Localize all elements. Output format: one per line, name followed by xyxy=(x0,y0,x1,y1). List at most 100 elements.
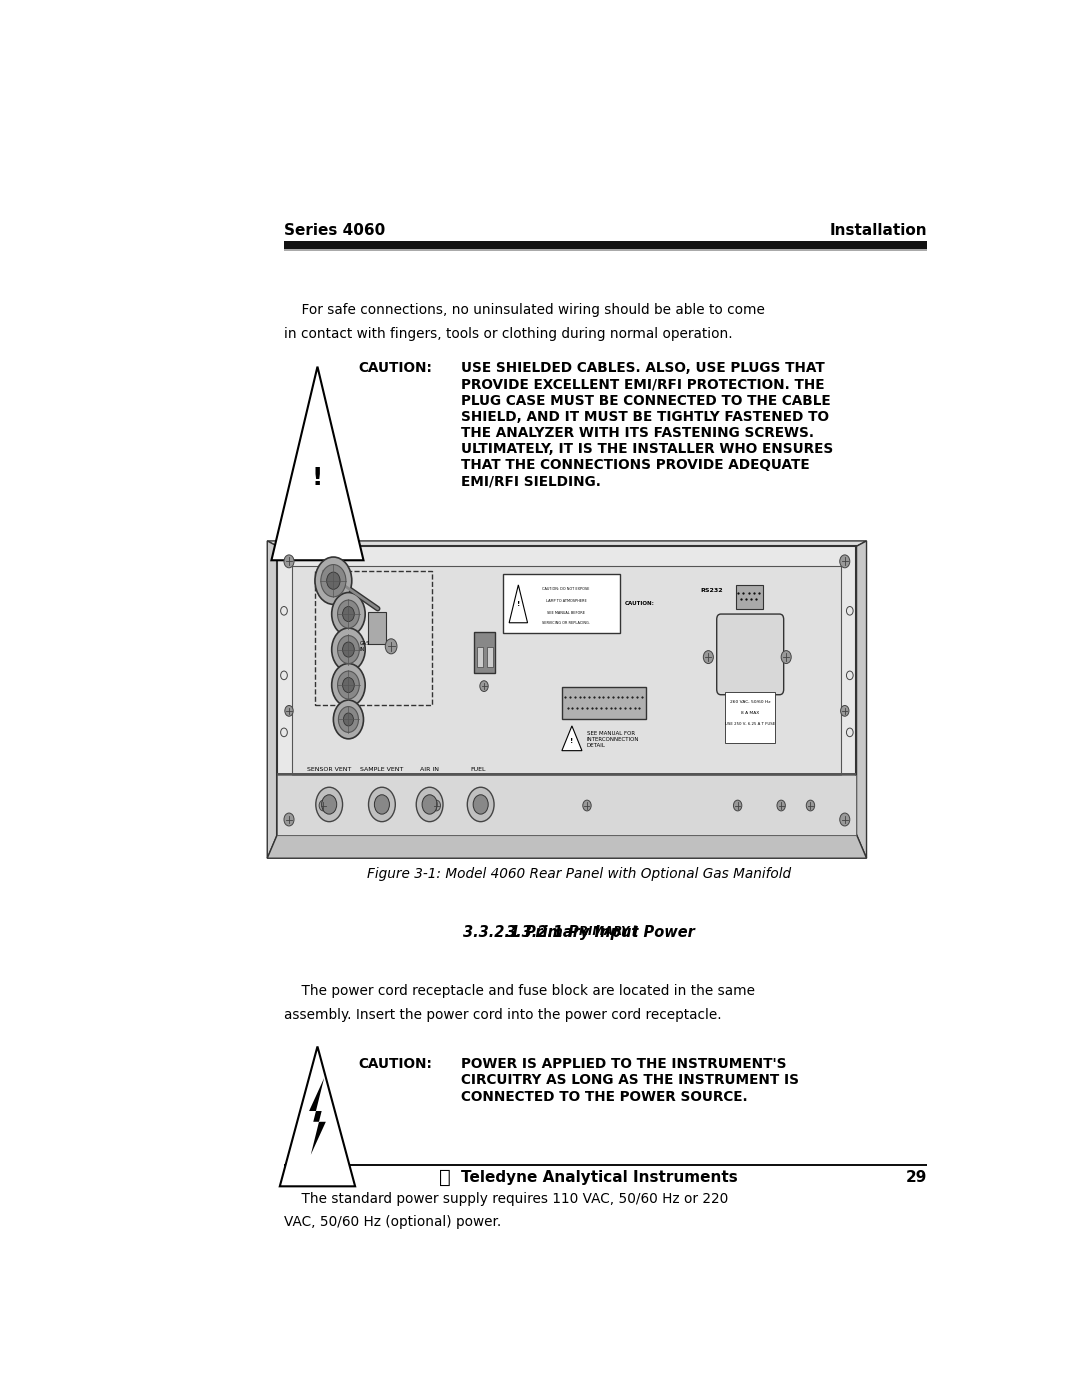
Text: CAUTION:: CAUTION: xyxy=(359,1058,432,1071)
Circle shape xyxy=(338,636,360,664)
Circle shape xyxy=(781,651,792,664)
Bar xyxy=(474,633,495,673)
Circle shape xyxy=(777,800,785,810)
Text: ⮦: ⮦ xyxy=(438,1168,450,1187)
Circle shape xyxy=(840,813,850,826)
Text: SERVICING OR REPLACING.: SERVICING OR REPLACING. xyxy=(542,620,590,624)
Text: AIR IN: AIR IN xyxy=(420,767,440,773)
Circle shape xyxy=(840,705,849,717)
Text: 29: 29 xyxy=(905,1171,927,1185)
Text: !: ! xyxy=(516,601,519,606)
Circle shape xyxy=(840,555,850,567)
Circle shape xyxy=(332,592,365,636)
Circle shape xyxy=(386,638,397,654)
Text: !: ! xyxy=(570,738,573,745)
Bar xyxy=(735,585,762,609)
Circle shape xyxy=(321,564,346,597)
Bar xyxy=(562,687,646,719)
Bar xyxy=(503,574,620,633)
Text: RS232: RS232 xyxy=(700,588,723,592)
Bar xyxy=(278,775,856,834)
Circle shape xyxy=(326,573,340,590)
Polygon shape xyxy=(309,1078,326,1155)
Text: SEE MANUAL BEFORE: SEE MANUAL BEFORE xyxy=(548,610,585,615)
Text: Series 4060: Series 4060 xyxy=(284,222,386,237)
Text: The standard power supply requires 110 VAC, 50/60 Hz or 220: The standard power supply requires 110 V… xyxy=(284,1192,728,1206)
Circle shape xyxy=(733,800,742,810)
Text: RIMARY I: RIMARY I xyxy=(579,925,637,937)
Text: 3.3.2.1 Primary Input Power: 3.3.2.1 Primary Input Power xyxy=(462,925,694,940)
Bar xyxy=(367,612,387,644)
Text: CAUTION: DO NOT EXPOSE: CAUTION: DO NOT EXPOSE xyxy=(542,587,590,591)
Bar xyxy=(284,1164,927,1166)
Circle shape xyxy=(583,800,591,810)
Circle shape xyxy=(338,671,360,698)
Circle shape xyxy=(322,795,337,814)
Circle shape xyxy=(320,800,327,810)
Circle shape xyxy=(284,813,294,826)
Circle shape xyxy=(342,606,354,622)
Text: POWER IS APPLIED TO THE INSTRUMENT'S
CIRCUITRY AS LONG AS THE INSTRUMENT IS
CONN: POWER IS APPLIED TO THE INSTRUMENT'S CIR… xyxy=(461,1058,799,1104)
Circle shape xyxy=(422,795,437,814)
Circle shape xyxy=(480,680,488,692)
Bar xyxy=(284,240,927,249)
Text: VAC, 50/60 Hz (optional) power.: VAC, 50/60 Hz (optional) power. xyxy=(284,1215,501,1229)
Text: CAUTION:: CAUTION: xyxy=(624,601,654,606)
Text: in contact with fingers, tools or clothing during normal operation.: in contact with fingers, tools or clothi… xyxy=(284,327,732,341)
Bar xyxy=(477,647,483,666)
Text: Teledyne Analytical Instruments: Teledyne Analytical Instruments xyxy=(461,1171,739,1185)
Bar xyxy=(315,571,432,705)
Circle shape xyxy=(375,795,390,814)
Circle shape xyxy=(807,800,814,810)
Polygon shape xyxy=(509,585,527,623)
Polygon shape xyxy=(856,541,866,858)
Polygon shape xyxy=(267,834,866,858)
Text: GAS
IN: GAS IN xyxy=(360,641,369,652)
Text: SEE MANUAL FOR
INTERCONNECTION
DETAIL: SEE MANUAL FOR INTERCONNECTION DETAIL xyxy=(588,731,639,747)
Circle shape xyxy=(468,788,494,821)
Text: LAMP TO ATMOSPHERE: LAMP TO ATMOSPHERE xyxy=(545,599,586,604)
Text: assembly. Insert the power cord into the power cord receptacle.: assembly. Insert the power cord into the… xyxy=(284,1007,721,1021)
Polygon shape xyxy=(562,726,582,750)
Text: 8 A MAX: 8 A MAX xyxy=(741,711,759,715)
Circle shape xyxy=(332,664,365,707)
Circle shape xyxy=(432,800,441,810)
Bar xyxy=(725,692,775,743)
Text: Figure 3-1: Model 4060 Rear Panel with Optional Gas Manifold: Figure 3-1: Model 4060 Rear Panel with O… xyxy=(366,866,791,882)
Circle shape xyxy=(342,643,354,657)
Bar xyxy=(293,566,841,775)
Polygon shape xyxy=(280,1046,355,1186)
Polygon shape xyxy=(271,366,364,560)
Circle shape xyxy=(368,788,395,821)
Text: 3.3.2.1 P: 3.3.2.1 P xyxy=(505,925,579,940)
Polygon shape xyxy=(267,541,278,858)
Circle shape xyxy=(703,651,714,664)
Text: For safe connections, no uninsulated wiring should be able to come: For safe connections, no uninsulated wir… xyxy=(284,303,765,317)
Circle shape xyxy=(342,678,354,693)
Circle shape xyxy=(285,705,293,717)
Polygon shape xyxy=(267,541,866,546)
Circle shape xyxy=(343,712,353,726)
Circle shape xyxy=(315,557,352,605)
Circle shape xyxy=(315,788,342,821)
Circle shape xyxy=(473,795,488,814)
Text: FUEL: FUEL xyxy=(471,767,486,773)
Text: SAMPLE VENT: SAMPLE VENT xyxy=(361,767,404,773)
Bar xyxy=(284,249,927,251)
Circle shape xyxy=(416,788,443,821)
Bar xyxy=(487,647,494,666)
Text: USE 250 V, 6.25 A T FUSE: USE 250 V, 6.25 A T FUSE xyxy=(725,722,775,726)
Bar xyxy=(278,774,856,775)
Text: CAUTION:: CAUTION: xyxy=(359,362,432,376)
FancyBboxPatch shape xyxy=(717,615,784,694)
Circle shape xyxy=(334,700,364,739)
Bar xyxy=(278,546,856,834)
Circle shape xyxy=(338,601,360,629)
Text: Installation: Installation xyxy=(829,222,927,237)
Text: !: ! xyxy=(312,467,323,490)
Text: The power cord receptacle and fuse block are located in the same: The power cord receptacle and fuse block… xyxy=(284,983,755,997)
Text: USE SHIELDED CABLES. ALSO, USE PLUGS THAT
PROVIDE EXCELLENT EMI/RFI PROTECTION. : USE SHIELDED CABLES. ALSO, USE PLUGS THA… xyxy=(461,362,834,489)
Text: SENSOR VENT: SENSOR VENT xyxy=(307,767,351,773)
Text: 260 VAC, 50/60 Hz: 260 VAC, 50/60 Hz xyxy=(730,700,770,704)
Circle shape xyxy=(332,629,365,671)
